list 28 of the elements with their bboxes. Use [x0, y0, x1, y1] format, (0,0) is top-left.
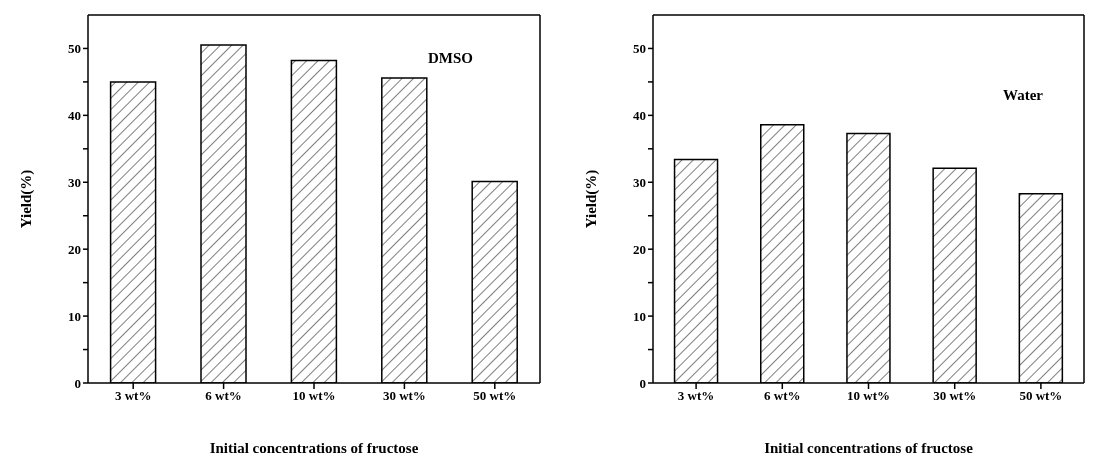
annotation: Water [1003, 87, 1043, 104]
y-tick-label: 0 [74, 375, 81, 391]
annotation: DMSO [428, 50, 473, 67]
x-tick-label: 30 wt% [382, 388, 426, 404]
x-tick-label: 3 wt% [114, 388, 152, 404]
y-tick-label: 30 [68, 174, 81, 190]
x-axis-title: Initial concentrations of fructose [209, 440, 419, 456]
y-tick-label: 50 [633, 41, 646, 57]
y-tick-label: 10 [68, 308, 81, 324]
x-tick-label: 50 wt% [1019, 388, 1063, 404]
x-tick-label: 50 wt% [473, 388, 517, 404]
y-tick-label: 30 [633, 174, 646, 190]
y-tick-label: 40 [633, 107, 646, 123]
x-tick-label: 3 wt% [677, 388, 715, 404]
y-tick-label: 50 [68, 41, 81, 57]
y-tick-label: 20 [633, 241, 646, 257]
y-axis-title: Yield(%) [583, 169, 601, 229]
y-tick-label: 40 [68, 107, 81, 123]
x-tick-label: 6 wt% [764, 388, 801, 404]
y-tick-label: 0 [639, 375, 646, 391]
x-tick-label: 6 wt% [205, 388, 242, 404]
x-tick-label: 30 wt% [933, 388, 977, 404]
x-tick-label: 10 wt% [292, 388, 336, 404]
y-axis-title: Yield(%) [18, 169, 36, 229]
y-tick-label: 20 [68, 241, 81, 257]
y-tick-label: 10 [633, 308, 646, 324]
x-axis-title: Initial concentrations of fructose [764, 440, 974, 456]
x-tick-label: 10 wt% [847, 388, 890, 404]
